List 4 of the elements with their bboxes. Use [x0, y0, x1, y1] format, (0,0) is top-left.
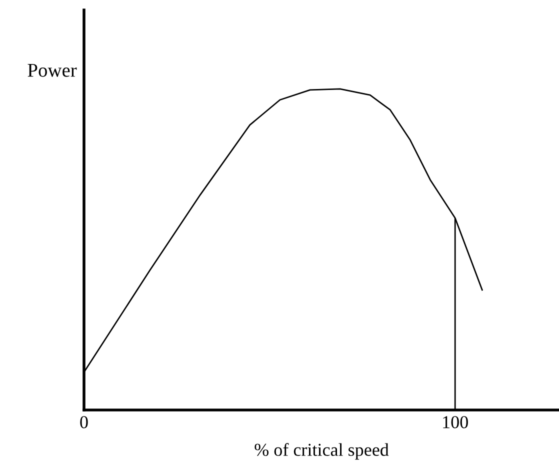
- y-axis-title: Power: [28, 64, 77, 77]
- x-tick-label: 100: [443, 416, 468, 428]
- x-tick-label: 0: [80, 416, 88, 428]
- x-axis-title: % of critical speed: [254, 443, 389, 460]
